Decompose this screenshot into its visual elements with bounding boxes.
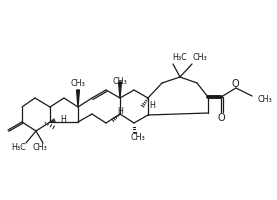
Text: CH₃: CH₃ — [33, 144, 47, 152]
Text: CH₃: CH₃ — [71, 78, 85, 88]
Text: H₃C: H₃C — [12, 144, 26, 152]
Polygon shape — [119, 82, 121, 98]
Text: H₃C: H₃C — [173, 52, 187, 62]
Text: CH₃: CH₃ — [193, 52, 207, 62]
Text: CH₃: CH₃ — [258, 95, 273, 104]
Polygon shape — [77, 90, 79, 107]
Text: O: O — [231, 79, 239, 89]
Text: O: O — [217, 113, 225, 123]
Text: CH₃: CH₃ — [113, 76, 127, 86]
Text: H: H — [60, 116, 66, 124]
Text: H: H — [117, 106, 123, 116]
Text: H: H — [149, 102, 155, 110]
Text: CH₃: CH₃ — [131, 132, 145, 142]
